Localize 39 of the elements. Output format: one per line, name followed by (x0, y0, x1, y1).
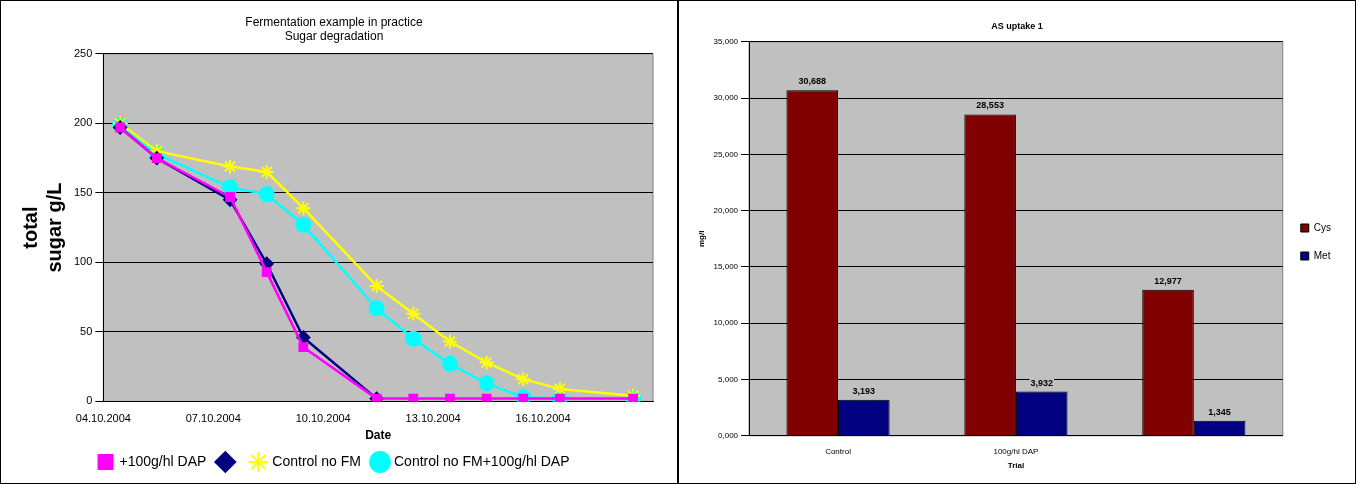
y-axis-title: mg/l (697, 230, 706, 248)
x-tick-label: 100g/hl DAP (993, 446, 1039, 456)
x-axis-title: Date (365, 428, 392, 443)
legend-label: Control no FM (272, 452, 362, 469)
y-axis-title: total sugar g/L (18, 182, 65, 273)
legend-label: Met (1313, 249, 1331, 261)
y-tick-label: 50 (80, 324, 93, 337)
y-tick-label: 5,000 (718, 374, 739, 384)
x-tick-label: 13.10.2004 (405, 412, 461, 425)
legend-label: +100g/hl DAP (119, 452, 207, 469)
y-tick-label: 25,000 (713, 149, 739, 159)
y-tick-label: 150 (73, 185, 93, 198)
chart-title: AS uptake 1 (991, 20, 1043, 31)
data-label: 28,553 (976, 100, 1004, 111)
y-tick-label: 0 (86, 394, 93, 407)
data-label: 30,688 (798, 76, 826, 87)
x-tick-label: 16.10.2004 (515, 412, 571, 425)
y-tick-label: 250 (73, 46, 93, 59)
y-tick-label: 30,000 (713, 93, 739, 103)
data-label: 3,193 (852, 385, 876, 396)
y-tick-label: 20,000 (713, 205, 739, 215)
y-tick-label: 200 (73, 116, 93, 129)
y-tick-label: 100 (73, 255, 93, 268)
x-tick-label: 07.10.2004 (185, 412, 241, 425)
x-axis-title: Trial (1007, 461, 1025, 471)
x-tick-label: Control (825, 446, 852, 456)
data-label: 3,932 (1030, 377, 1053, 388)
y-tick-label: 0,000 (718, 431, 739, 440)
y-tick-label: 15,000 (713, 262, 739, 272)
legend-label: Cys (1313, 221, 1332, 233)
data-label: 12,977 (1154, 275, 1182, 286)
chart-subtitle: Sugar degradation (284, 28, 384, 43)
chart-title: Fermentation example in practice (245, 14, 424, 29)
data-label: 1,345 (1208, 406, 1231, 417)
y-tick-label: 35,000 (713, 37, 739, 46)
y-tick-label: 10,000 (713, 318, 739, 328)
x-tick-label: 04.10.2004 (75, 412, 131, 425)
x-tick-label: 10.10.2004 (295, 412, 351, 425)
legend-label: Control no FM+100g/hl DAP (394, 452, 570, 469)
